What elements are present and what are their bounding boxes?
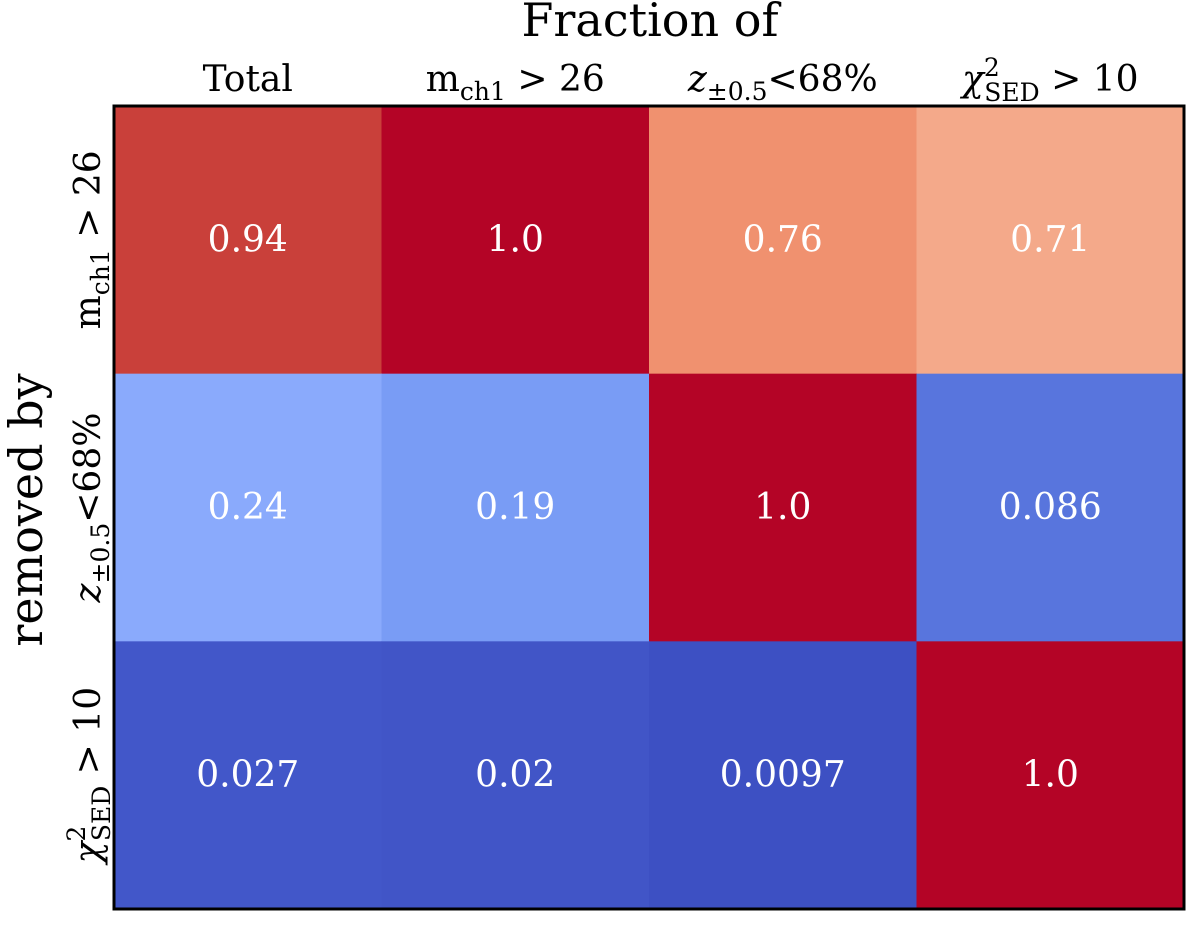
cell-value-label: 1.0 xyxy=(487,219,544,260)
cell-value-label: 0.71 xyxy=(1010,219,1090,260)
y-axis-label: removed by xyxy=(0,373,53,646)
column-label: χ2 SED > 10 xyxy=(959,53,1139,107)
row-label: z±0.5<68% xyxy=(68,413,115,604)
cell-value-label: 0.0097 xyxy=(720,755,846,796)
cell-value-label: 0.02 xyxy=(475,755,555,796)
heatmap-cell xyxy=(114,106,382,375)
cell-value-label: 1.0 xyxy=(754,487,811,528)
cell-value-label: 0.94 xyxy=(208,219,288,260)
column-label: mch1 > 26 xyxy=(426,59,605,106)
heatmap-cell xyxy=(649,373,917,642)
row-label: χ2SED > 10 xyxy=(62,687,116,867)
plot-frame xyxy=(112,104,1186,911)
column-label: Total xyxy=(203,59,293,100)
cell-value-label: 0.027 xyxy=(196,755,299,796)
heatmap-cell xyxy=(649,641,917,910)
cell-value-label: 0.76 xyxy=(743,219,823,260)
heatmap-cell xyxy=(114,373,382,642)
heatmap-cell xyxy=(381,106,650,375)
heatmap-cell xyxy=(916,373,1185,642)
cell-value-label: 0.19 xyxy=(475,487,555,528)
chart-title: Fraction of xyxy=(522,0,782,47)
heatmap-cell xyxy=(649,106,917,375)
column-labels: Total mch1 > 26 z±0.5<68% χ2 SED > 10 xyxy=(203,53,1139,107)
heatmap-cell xyxy=(114,641,382,910)
heatmap-cells: 0.94 1.0 0.76 0.71 0.24 0.19 1.0 0.086 0.027 0.02… xyxy=(114,106,1185,910)
heatmap-cell xyxy=(381,373,650,642)
cell-value-label: 0.086 xyxy=(999,487,1102,528)
heatmap-cell xyxy=(381,641,650,910)
heatmap-cell xyxy=(916,106,1185,375)
column-label: z±0.5<68% xyxy=(687,59,878,106)
cell-value-label: 1.0 xyxy=(1022,755,1079,796)
heatmap-cell xyxy=(916,641,1185,910)
row-labels: mch1 > 26 z±0.5<68% χ2SED > 10 xyxy=(62,150,116,866)
row-label: mch1 > 26 xyxy=(68,150,115,329)
cell-value-label: 0.24 xyxy=(208,487,288,528)
